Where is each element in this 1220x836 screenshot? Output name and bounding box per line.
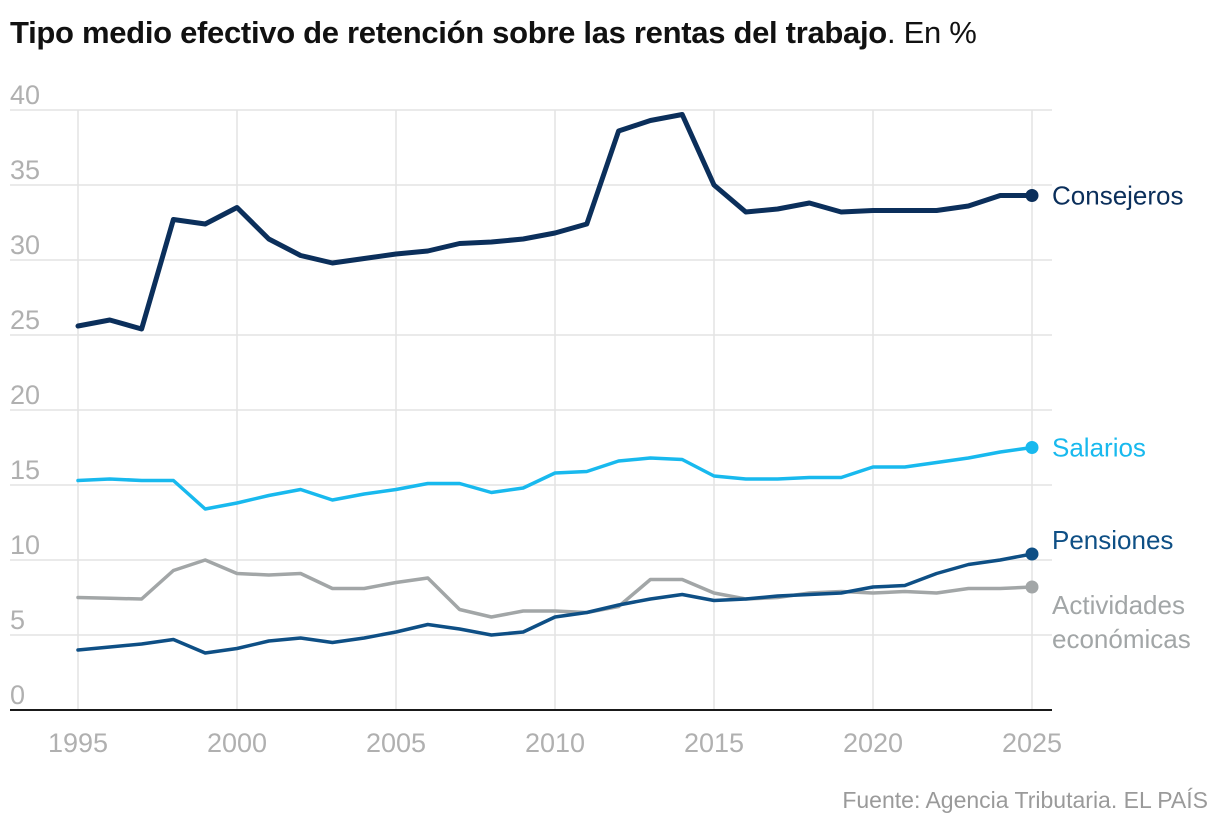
- series-labels: Consejeros Salarios Pensiones Actividades ec…: [1052, 181, 1191, 655]
- series-label-line: Consejeros: [1052, 181, 1184, 211]
- x-tick-label: 2010: [525, 728, 585, 758]
- series-lines: [75, 112, 1039, 655]
- end-marker: [1025, 189, 1039, 202]
- chart-title-main: Tipo medio efectivo de retención sobre l…: [10, 15, 887, 50]
- x-tick-label: 2025: [1002, 728, 1062, 758]
- series-label-line: Pensiones: [1052, 525, 1173, 555]
- series-label: Pensiones: [1052, 525, 1173, 555]
- y-tick-label: 30: [10, 230, 40, 260]
- y-tick-label: 10: [10, 530, 40, 560]
- y-tick-label: 15: [10, 455, 40, 485]
- x-tick-label: 2005: [366, 728, 426, 758]
- series-label: Salarios: [1052, 433, 1146, 463]
- x-tick-label: 2015: [684, 728, 744, 758]
- source-note: Fuente: Agencia Tributaria. EL PAÍS: [842, 787, 1208, 813]
- y-tick-label: 20: [10, 380, 40, 410]
- x-tick-label: 1995: [48, 728, 108, 758]
- series-label-line: económicas: [1052, 624, 1191, 654]
- y-tick-label: 25: [10, 305, 40, 335]
- y-tick-label: 40: [10, 80, 40, 110]
- series-line-actividades-económicas: [76, 558, 1034, 619]
- chart-title: Tipo medio efectivo de retención sobre l…: [10, 10, 977, 56]
- series-label-line: Salarios: [1052, 433, 1146, 463]
- y-tick-label: 0: [10, 680, 25, 710]
- y-tick-label: 35: [10, 155, 40, 185]
- series-line-consejeros: [75, 112, 1035, 332]
- series-line-salarios: [76, 445, 1034, 511]
- x-tick-label: 2000: [207, 728, 267, 758]
- end-marker: [1025, 547, 1039, 561]
- series-label: Actividades económicas: [1052, 590, 1191, 654]
- series-label: Consejeros: [1052, 181, 1184, 211]
- end-marker: [1025, 580, 1039, 594]
- y-tick-label: 5: [10, 605, 25, 635]
- grid-lines: [10, 109, 1052, 710]
- series-label-line: Actividades: [1052, 590, 1185, 620]
- series-line-pensiones: [76, 552, 1034, 655]
- x-tick-label: 2020: [843, 728, 903, 758]
- chart-title-unit: . En %: [886, 15, 977, 50]
- end-marker: [1025, 441, 1039, 454]
